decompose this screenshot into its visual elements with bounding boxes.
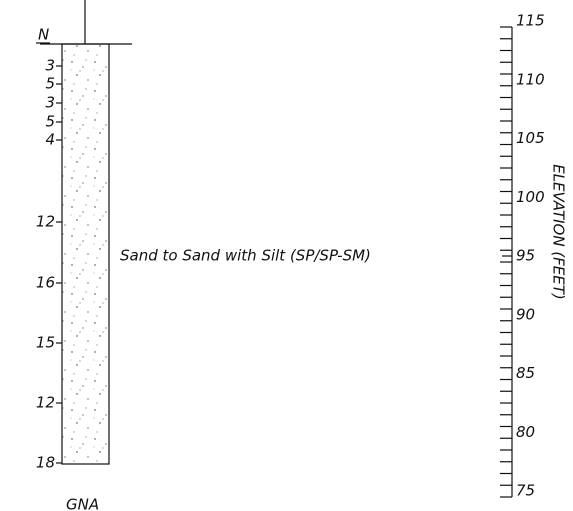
footer-note: GNA <box>66 496 99 511</box>
elevation-tick-label: 105 <box>516 129 545 147</box>
blow-count: 12 <box>36 213 55 231</box>
blow-count: 3 <box>45 94 55 112</box>
blow-count: 18 <box>36 454 55 472</box>
elevation-tick-label: 75 <box>516 482 535 500</box>
elevation-tick-label: 90 <box>516 305 535 323</box>
blow-count: 15 <box>36 334 55 352</box>
elevation-tick-label: 100 <box>516 188 545 206</box>
layer-description: Sand to Sand with Silt (SP/SP-SM) <box>120 247 371 265</box>
blow-count: 16 <box>36 274 55 292</box>
blow-count: 3 <box>45 57 55 75</box>
blow-count: 5 <box>45 75 55 93</box>
elevation-tick-label: 95 <box>516 247 535 265</box>
elevation-axis-label: ELEVATION (FEET) <box>550 164 568 300</box>
boring-column <box>61 43 110 465</box>
elevation-tick-label: 80 <box>516 423 535 441</box>
elevation-tick-label: 85 <box>516 364 535 382</box>
elevation-tick-label: 110 <box>516 70 545 88</box>
blow-count: 12 <box>36 394 55 412</box>
elevation-tick-label: 115 <box>516 12 545 30</box>
blow-count: 4 <box>45 131 55 149</box>
n-label: N <box>38 26 49 44</box>
blow-count: 5 <box>45 113 55 131</box>
